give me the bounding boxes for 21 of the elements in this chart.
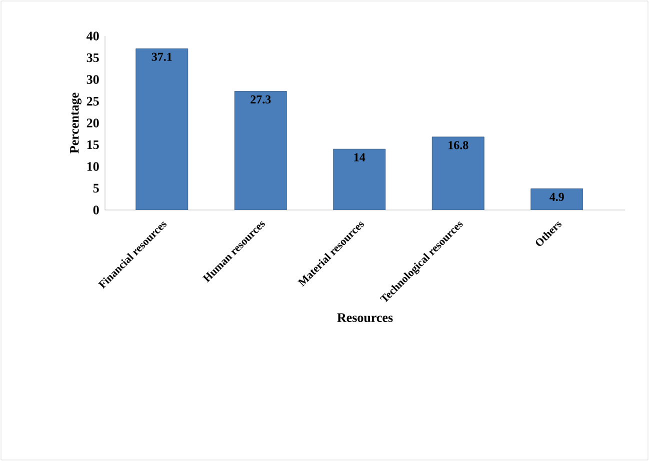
y-tick-label: 25: [86, 96, 99, 106]
y-tick-label: 35: [86, 53, 99, 62]
y-tick-label: 20: [86, 118, 99, 128]
data-label: 14: [354, 153, 366, 162]
y-tick-label: 15: [87, 140, 99, 150]
bar: [234, 91, 287, 210]
bar: [432, 136, 484, 210]
data-label: 37.1: [152, 52, 172, 61]
y-tick-label: 30: [86, 75, 99, 84]
bar: [333, 148, 386, 210]
y-tick-label: 5: [93, 184, 99, 193]
y-tick-label: 40: [86, 32, 99, 40]
y-tick-label: 10: [87, 162, 99, 171]
x-axis-title: Resources: [337, 313, 393, 322]
bar: [530, 188, 584, 210]
bar: [136, 48, 188, 210]
y-tick-label: 0: [93, 206, 99, 214]
data-label: 4.9: [550, 192, 564, 201]
data-label: 27.3: [250, 95, 271, 104]
data-label: 16.8: [448, 141, 468, 150]
y-axis-title: Percentage: [70, 92, 82, 154]
